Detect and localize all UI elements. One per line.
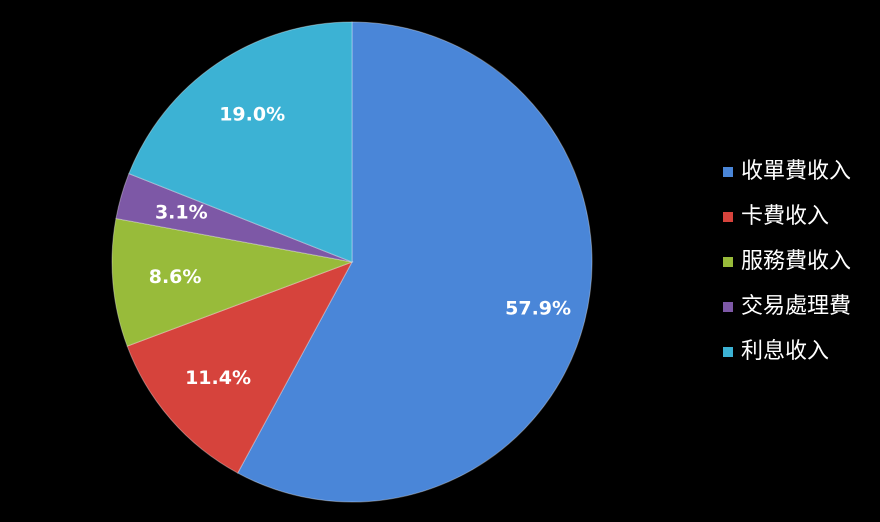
- legend-marker: [723, 347, 733, 357]
- legend-marker: [723, 257, 733, 267]
- legend-marker: [723, 167, 733, 177]
- legend-marker: [723, 212, 733, 222]
- legend-label: 利息收入: [741, 339, 829, 364]
- value-label: 19.0%: [219, 104, 285, 126]
- value-label: 3.1%: [155, 201, 208, 223]
- pie-slice: [115, 173, 353, 263]
- legend-marker: [723, 302, 733, 312]
- pie-slice: [237, 21, 593, 503]
- legend-label: 服務費收入: [741, 249, 851, 274]
- legend-label: 收單費收入: [741, 159, 851, 184]
- pie-slice: [128, 21, 353, 263]
- legend-label: 卡費收入: [741, 204, 829, 229]
- value-label: 8.6%: [149, 266, 202, 288]
- legend-label: 交易處理費: [741, 294, 851, 319]
- value-label: 57.9%: [505, 298, 571, 320]
- value-label: 11.4%: [185, 367, 251, 389]
- pie-slice: [111, 217, 354, 347]
- pie-slice: [126, 261, 354, 474]
